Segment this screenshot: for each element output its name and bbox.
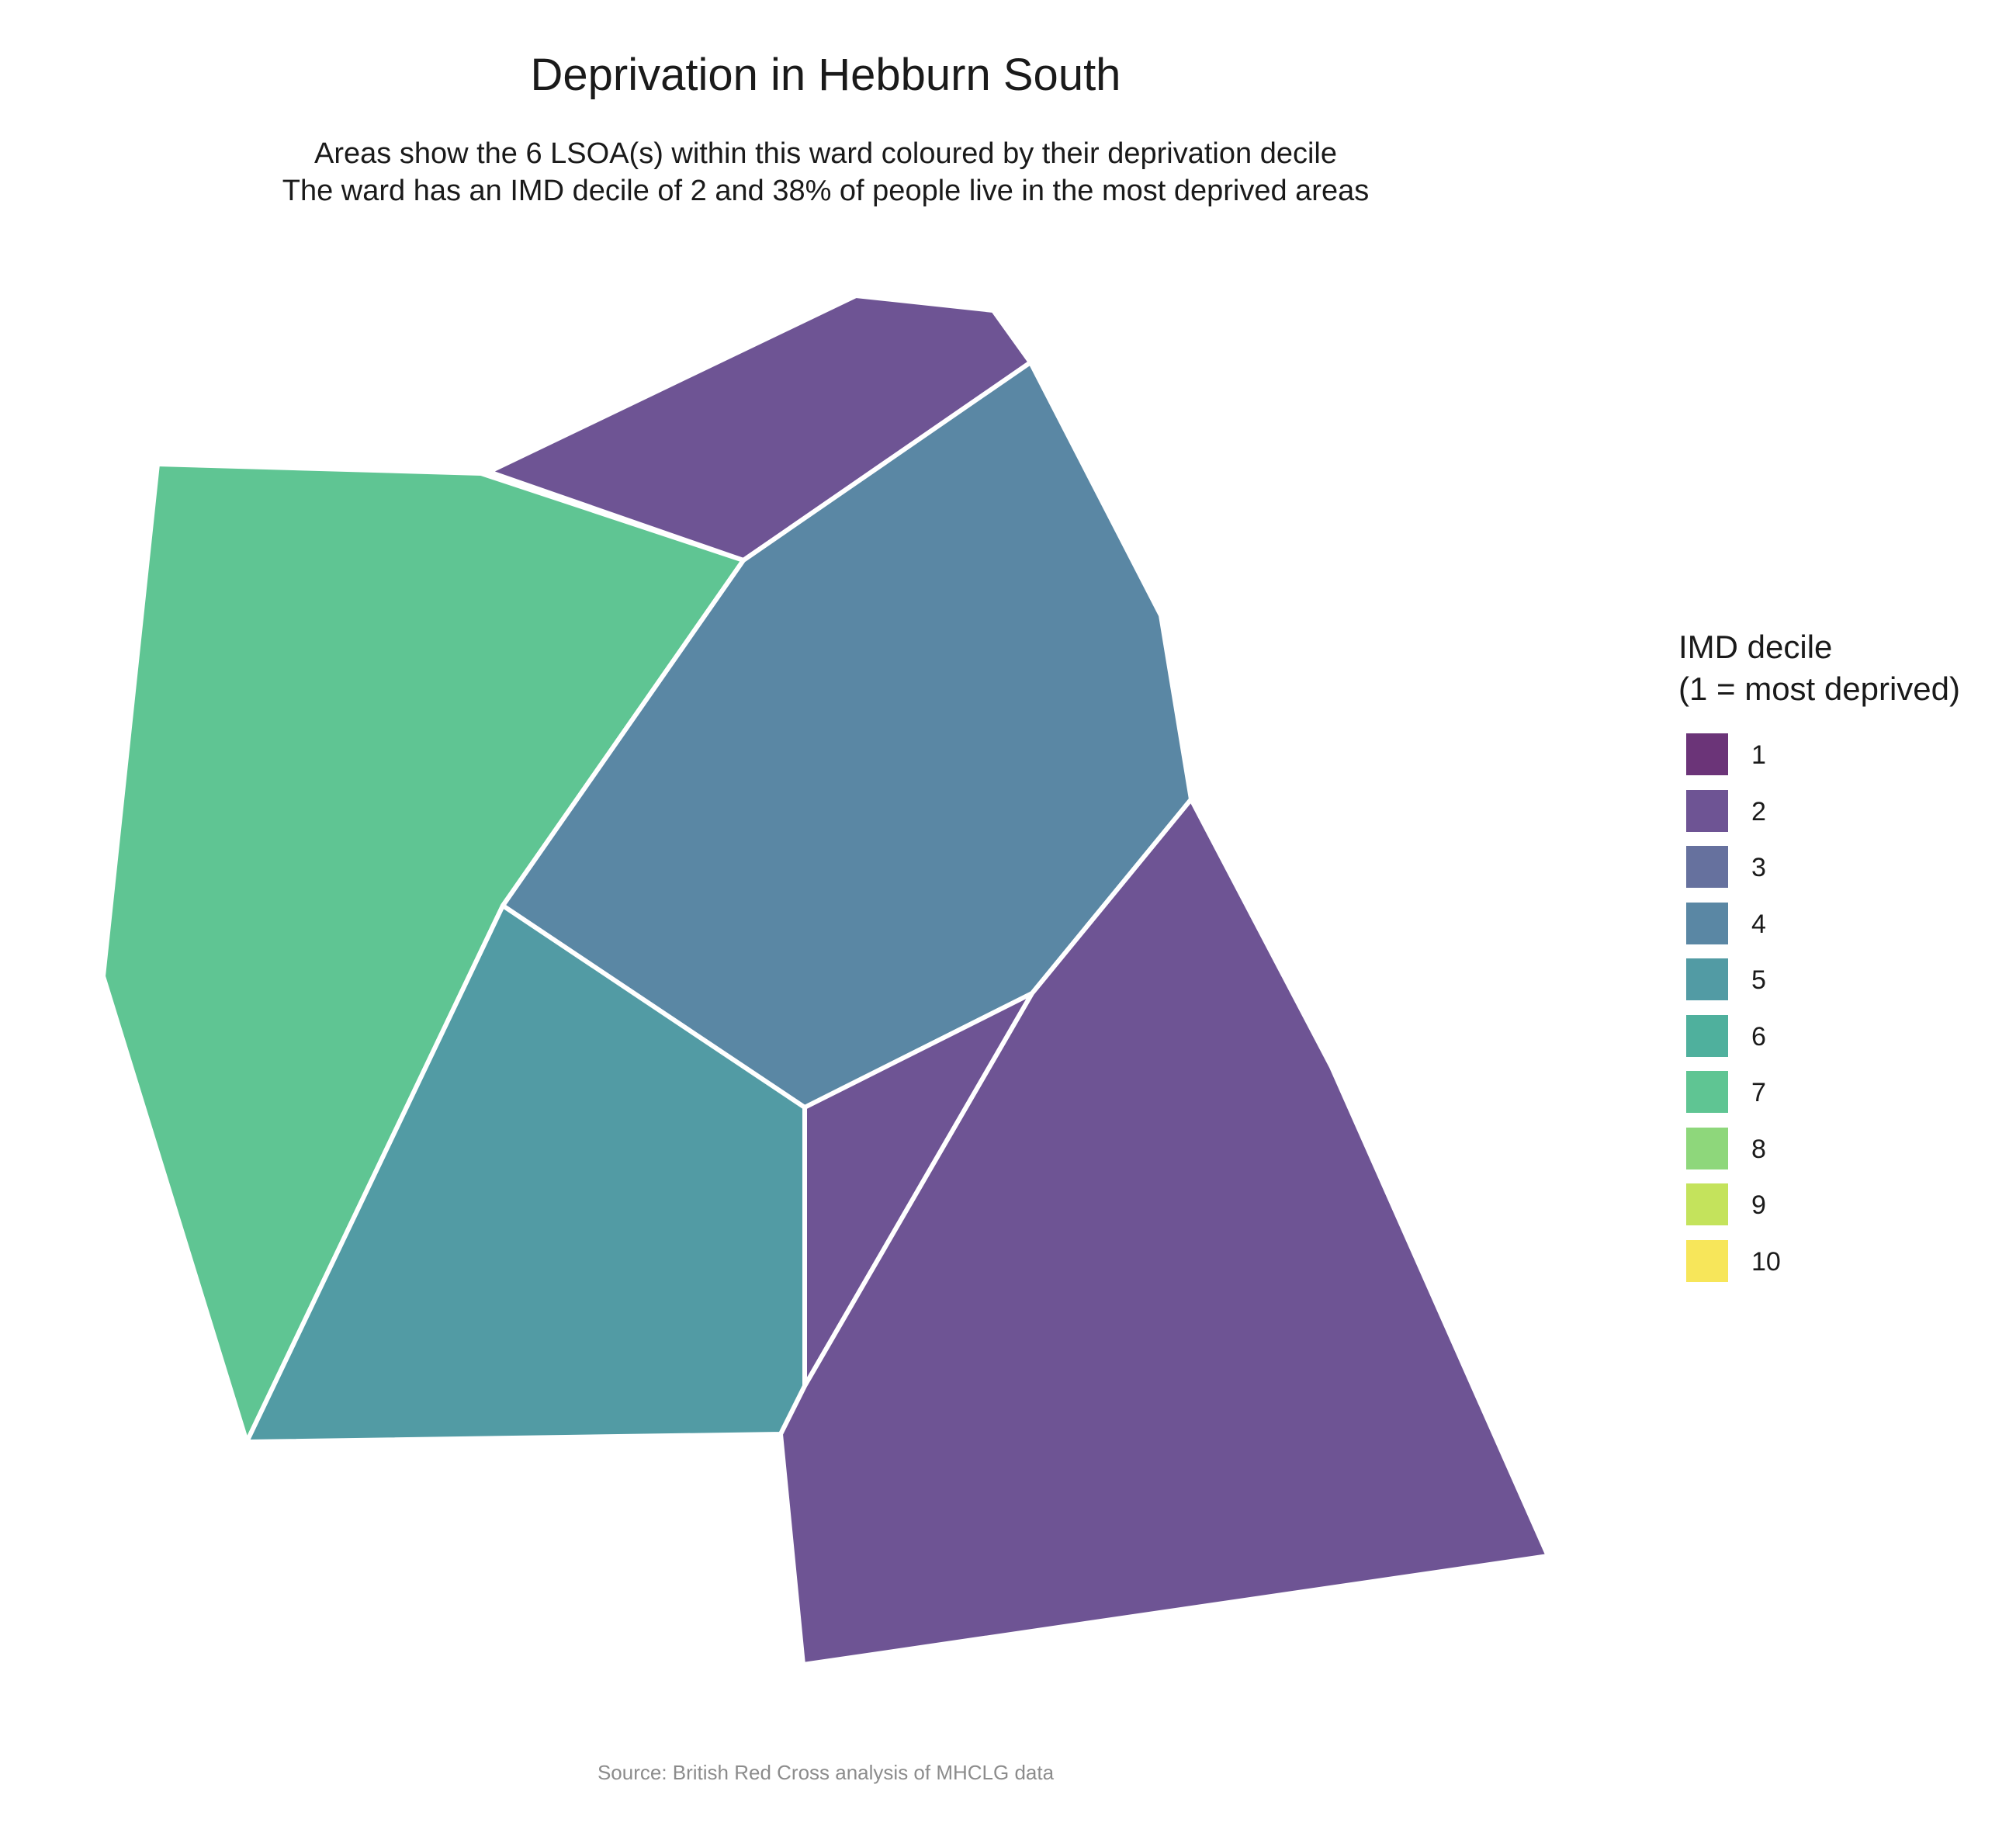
legend-label: 2 [1751,796,1766,826]
legend-swatch [1686,1127,1728,1169]
legend-swatch [1686,1014,1728,1057]
legend-swatch [1686,902,1728,944]
legend-label: 8 [1751,1134,1766,1164]
legend-item-8: 8 [1686,1127,1795,1171]
legend-swatch [1686,846,1728,888]
legend-swatch [1686,1071,1728,1113]
legend-label: 6 [1751,1021,1766,1052]
legend-item-10: 10 [1686,1239,1795,1284]
legend-label: 4 [1751,909,1766,939]
legend-title-line-2: (1 = most deprived) [1678,670,1960,707]
legend-label: 9 [1751,1190,1766,1220]
map-subtitle-line-2: The ward has an IMD decile of 2 and 38% … [282,175,1370,207]
legend-swatch [1686,789,1728,832]
legend-item-5: 5 [1686,958,1795,1002]
legend-item-3: 3 [1686,846,1795,889]
legend-item-7: 7 [1686,1071,1795,1114]
legend-item-6: 6 [1686,1014,1795,1059]
legend-item-4: 4 [1686,902,1795,946]
map-subtitle-line-1: Areas show the 6 LSOA(s) within this war… [314,137,1337,170]
legend-item-9: 9 [1686,1183,1795,1227]
source-caption: Source: British Red Cross analysis of MH… [597,1761,1055,1784]
legend-label: 1 [1751,740,1766,770]
legend-label: 7 [1751,1078,1766,1107]
legend-label: 10 [1751,1246,1781,1277]
legend-swatch [1686,958,1728,1000]
legend-item-1: 1 [1686,733,1795,777]
legend-swatch [1686,1183,1728,1225]
legend-swatch [1686,1239,1728,1282]
map-title: Deprivation in Hebburn South [530,50,1121,100]
legend-swatch [1686,733,1728,775]
legend-label: 3 [1751,853,1766,882]
legend-item-2: 2 [1686,789,1795,833]
legend-label: 5 [1751,965,1766,995]
legend-title-line-1: IMD decile [1678,629,1833,665]
lsoa-area-south-east[interactable] [778,797,1550,1667]
